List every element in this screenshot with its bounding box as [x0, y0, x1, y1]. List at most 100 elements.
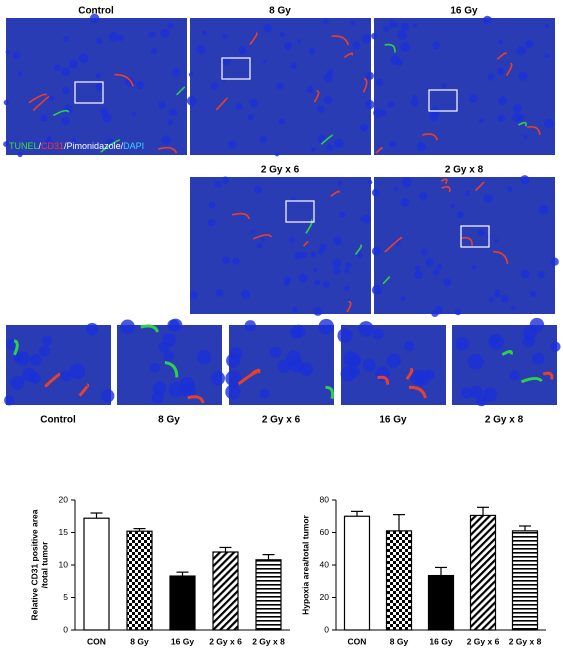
nucleus [316, 105, 325, 114]
nucleus [483, 193, 494, 204]
nucleus [516, 46, 526, 56]
panel-label: 8 Gy [269, 6, 291, 17]
nucleus [238, 46, 247, 55]
nucleus [68, 59, 78, 69]
nucleus [3, 99, 9, 106]
vessel [354, 244, 363, 256]
nucleus [497, 114, 505, 123]
vessel [542, 371, 554, 380]
nucleus [286, 350, 302, 366]
micrograph [117, 318, 226, 405]
nucleus [235, 102, 244, 111]
vessel [441, 178, 448, 184]
nucleus [471, 265, 477, 270]
nucleus [532, 352, 545, 365]
nucleus [414, 270, 423, 280]
nucleus [412, 23, 418, 28]
nucleus [388, 20, 396, 29]
nucleus [550, 341, 561, 352]
micrograph [225, 318, 335, 405]
nucleus [95, 73, 101, 79]
x-tick-label: 16 Gy [429, 636, 452, 646]
vessel [158, 146, 178, 154]
y-tick-label: 80 [320, 494, 330, 504]
nucleus [162, 333, 176, 347]
roi-box [428, 89, 458, 112]
nucleus [311, 147, 316, 152]
nucleus [294, 251, 303, 260]
vessel [377, 375, 390, 385]
nucleus [15, 351, 30, 366]
nucleus [40, 114, 48, 122]
micrograph-bg [374, 177, 555, 314]
nucleus [210, 371, 226, 386]
nucleus [516, 114, 524, 122]
nucleus [102, 113, 112, 123]
nucleus [256, 242, 263, 249]
nucleus [544, 23, 550, 28]
vessel [303, 241, 309, 247]
vessel [305, 219, 313, 234]
bar [469, 514, 497, 631]
nucleus [400, 22, 410, 32]
nucleus [467, 353, 484, 370]
nucleus [494, 292, 500, 298]
nucleus [372, 328, 384, 340]
nucleus [500, 294, 509, 303]
y-tick-label: 0 [324, 624, 329, 634]
nucleus [269, 346, 282, 358]
x-tick-label: 8 Gy [390, 636, 409, 646]
nucleus [371, 188, 380, 197]
roi-box [221, 57, 251, 80]
nucleus [186, 96, 197, 106]
y-tick-label: 20 [320, 592, 330, 602]
nucleus [283, 41, 293, 50]
nucleus [510, 305, 516, 310]
nucleus [345, 262, 352, 269]
vessel [362, 77, 368, 93]
nucleus [222, 256, 230, 264]
vessel [231, 212, 251, 220]
legend-part: /Pimonidazole/ [64, 141, 124, 151]
micrograph-bg [374, 18, 555, 155]
vessel [408, 385, 427, 399]
micrograph [337, 321, 446, 405]
micrograph [4, 322, 115, 406]
nucleus [225, 370, 242, 387]
nucleus [279, 32, 285, 38]
nucleus [89, 13, 100, 24]
nucleus [365, 100, 375, 110]
nucleus [461, 387, 473, 399]
nucleus [228, 140, 237, 149]
panel-label: 16 Gy [450, 6, 478, 17]
nucleus [518, 71, 528, 81]
nucleus [418, 192, 428, 201]
bar [427, 574, 455, 631]
vessel [140, 324, 159, 333]
bar [255, 559, 282, 631]
vessel [422, 133, 438, 141]
nucleus [429, 111, 439, 121]
nucleus [190, 291, 199, 300]
vessel [187, 395, 205, 404]
nucleus [38, 345, 51, 357]
nucleus [196, 349, 212, 365]
nucleus [488, 334, 504, 350]
nucleus [254, 185, 262, 194]
nucleus [432, 269, 440, 276]
x-tick-label: CON [87, 636, 106, 646]
nucleus [436, 263, 443, 270]
nucleus [350, 20, 355, 26]
nucleus [310, 252, 316, 258]
nucleus [108, 32, 119, 42]
nucleus [105, 138, 116, 148]
legend-part: DAPI [123, 141, 144, 151]
nucleus [344, 268, 350, 274]
nucleus [375, 78, 384, 87]
nucleus [397, 30, 407, 41]
nucleus [160, 28, 170, 38]
nucleus [394, 23, 399, 28]
micrograph [186, 18, 375, 157]
nucleus [487, 73, 495, 81]
